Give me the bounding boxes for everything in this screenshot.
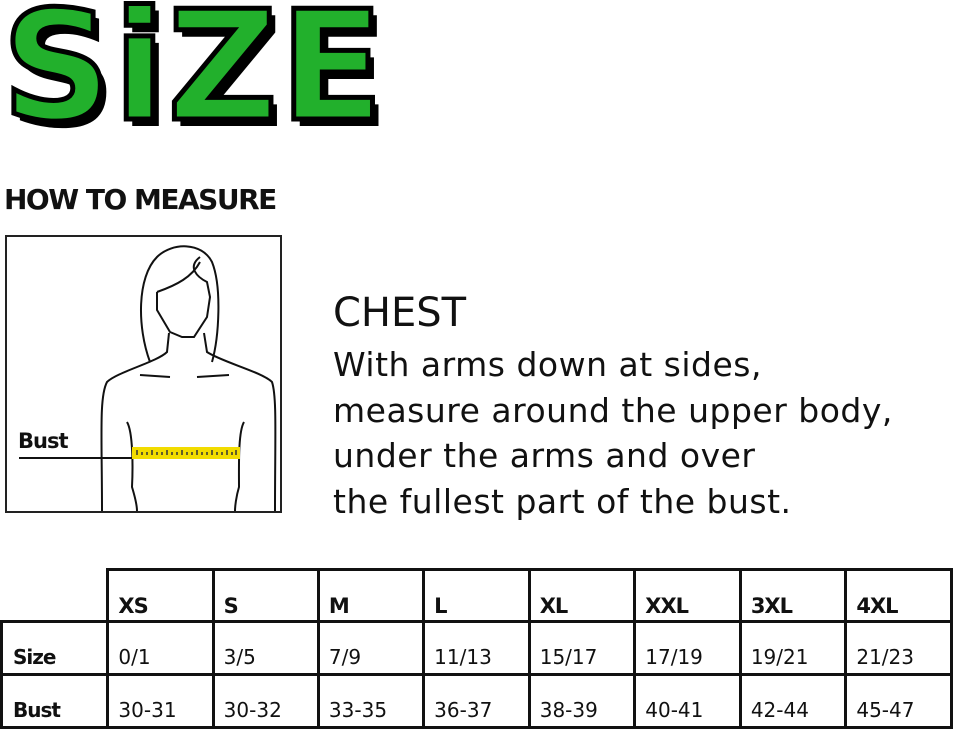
- header-cell: XXL: [633, 568, 742, 623]
- header-row: XS S M L XL XXL 3XL 4XL: [1, 568, 953, 623]
- header-cell: S: [211, 568, 320, 623]
- header-cell: 4XL: [844, 568, 953, 623]
- header-cell: XL: [527, 568, 637, 623]
- table-cell: 42-44: [738, 673, 848, 729]
- table-cell: 17/19: [633, 620, 742, 676]
- instruction-line: under the arms and over: [333, 436, 756, 475]
- table-cell: 3/5: [211, 620, 320, 676]
- instruction-line: With arms down at sides,: [333, 345, 762, 384]
- table-cell: 21/23: [844, 620, 953, 676]
- row-label: Size: [0, 620, 110, 676]
- measuring-tape: [132, 447, 240, 459]
- table-cell: 45-47: [844, 673, 953, 729]
- measure-figure: Bust: [5, 235, 282, 513]
- header-cell: L: [422, 568, 531, 623]
- table-cell: 11/13: [422, 620, 531, 676]
- chest-instructions: With arms down at sides, measure around …: [333, 342, 893, 524]
- table-cell: 38-39: [527, 673, 637, 729]
- corner-cell: [1, 569, 108, 623]
- instruction-line: measure around the upper body,: [333, 390, 893, 430]
- table-cell: 7/9: [316, 620, 426, 676]
- table-cell: 36-37: [422, 673, 531, 729]
- table-cell: 0/1: [106, 620, 215, 676]
- table-row-size: Size 0/1 3/5 7/9 11/13 15/17 17/19 19/21…: [0, 620, 953, 676]
- title-text: SiZE CHART: [0, 0, 583, 142]
- woman-silhouette-icon: [19, 245, 277, 511]
- table-cell: 33-35: [316, 673, 426, 729]
- header-cell: 3XL: [738, 568, 848, 623]
- table-cell: 15/17: [527, 620, 637, 676]
- table-cell: 30-32: [211, 673, 320, 729]
- table-cell: 40-41: [633, 673, 742, 729]
- chest-heading: CHEST: [333, 290, 467, 336]
- header-cell: M: [316, 568, 426, 623]
- size-table: XS S M L XL XXL 3XL 4XL Size 0/1 3/5 7/9…: [0, 568, 953, 729]
- header-cell: XS: [106, 568, 215, 623]
- table-cell: 19/21: [738, 620, 848, 676]
- how-to-measure-heading: HOW TO MEASURE: [4, 183, 277, 216]
- table-cell: 30-31: [106, 673, 215, 729]
- bust-label: Bust: [18, 429, 68, 453]
- row-label: Bust: [0, 673, 110, 729]
- size-chart-title: SiZE CHART: [0, 0, 953, 142]
- table-row-bust: Bust 30-31 30-32 33-35 36-37 38-39 40-41…: [0, 673, 953, 729]
- instruction-line: the fullest part of the bust.: [333, 481, 792, 521]
